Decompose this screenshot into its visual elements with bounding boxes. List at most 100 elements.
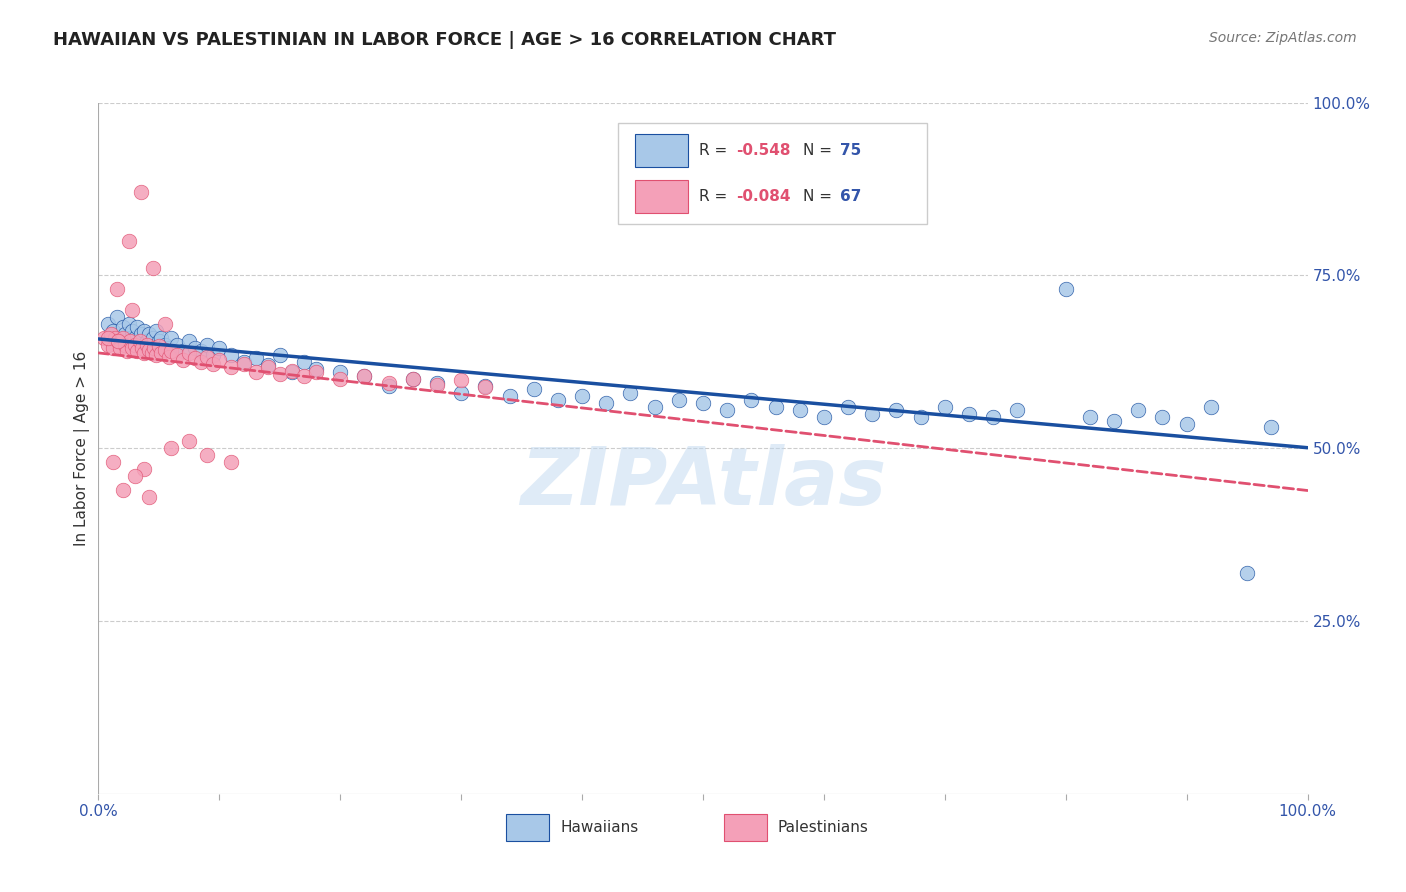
Point — [595, 396, 617, 410]
Point — [121, 303, 143, 318]
Point — [153, 337, 176, 351]
Text: ZIPAtlas: ZIPAtlas — [520, 444, 886, 522]
Text: Source: ZipAtlas.com: Source: ZipAtlas.com — [1209, 31, 1357, 45]
Point — [195, 350, 218, 364]
Point — [131, 341, 153, 355]
Text: Hawaiians: Hawaiians — [561, 820, 638, 835]
Point — [402, 372, 425, 386]
Point — [101, 455, 124, 469]
Point — [281, 364, 304, 378]
Point — [1007, 403, 1029, 417]
Point — [101, 324, 124, 338]
Point — [202, 357, 225, 371]
Point — [789, 403, 811, 417]
Point — [166, 348, 188, 362]
Point — [160, 331, 183, 345]
Point — [145, 324, 167, 338]
Point — [426, 376, 449, 390]
Point — [1175, 417, 1198, 431]
Point — [114, 337, 136, 351]
Point — [221, 348, 243, 362]
Point — [134, 462, 156, 476]
Point — [135, 337, 157, 351]
Point — [111, 320, 134, 334]
Point — [105, 310, 128, 324]
Point — [740, 392, 762, 407]
Point — [1128, 403, 1150, 417]
Point — [474, 380, 496, 394]
Text: R =: R = — [699, 143, 733, 158]
Point — [138, 490, 160, 504]
Text: R =: R = — [699, 189, 733, 204]
Point — [245, 365, 267, 379]
Point — [547, 392, 569, 407]
Point — [190, 355, 212, 369]
Point — [1102, 414, 1125, 428]
Point — [118, 234, 141, 248]
Point — [1260, 420, 1282, 434]
FancyBboxPatch shape — [619, 123, 927, 224]
FancyBboxPatch shape — [636, 134, 689, 167]
Point — [860, 407, 883, 421]
Point — [292, 355, 315, 369]
Text: 67: 67 — [839, 189, 860, 204]
Point — [184, 341, 207, 355]
Point — [160, 344, 183, 359]
Point — [93, 331, 115, 345]
Text: 75: 75 — [839, 143, 860, 158]
Point — [172, 344, 194, 359]
Point — [426, 377, 449, 392]
Point — [377, 379, 399, 393]
Point — [172, 352, 194, 367]
Point — [765, 400, 787, 414]
Point — [232, 355, 254, 369]
Point — [269, 348, 291, 362]
Point — [668, 392, 690, 407]
Point — [160, 442, 183, 455]
Point — [644, 400, 666, 414]
Point — [353, 368, 375, 383]
Point — [377, 376, 399, 390]
Point — [135, 334, 157, 348]
FancyBboxPatch shape — [636, 180, 689, 213]
Point — [202, 348, 225, 362]
Point — [107, 334, 129, 348]
Point — [498, 389, 520, 403]
Point — [195, 448, 218, 462]
Point — [134, 324, 156, 338]
Point — [184, 351, 207, 366]
Point — [256, 358, 278, 373]
Point — [179, 334, 201, 348]
Point — [118, 317, 141, 331]
Text: N =: N = — [803, 189, 837, 204]
Point — [111, 331, 134, 345]
Point — [190, 344, 212, 359]
Point — [128, 334, 150, 348]
Point — [127, 344, 149, 359]
Point — [221, 455, 243, 469]
FancyBboxPatch shape — [724, 814, 768, 841]
Point — [138, 343, 160, 357]
Text: Palestinians: Palestinians — [778, 820, 869, 835]
Point — [837, 400, 859, 414]
Point — [619, 386, 641, 401]
Point — [523, 383, 546, 397]
Point — [117, 344, 139, 359]
Point — [101, 341, 124, 355]
Point — [957, 407, 980, 421]
Point — [1152, 410, 1174, 425]
Point — [108, 341, 131, 355]
Point — [114, 327, 136, 342]
Point — [104, 331, 127, 345]
Point — [353, 368, 375, 383]
Point — [97, 317, 120, 331]
Point — [129, 186, 152, 200]
Text: -0.084: -0.084 — [735, 189, 790, 204]
Point — [450, 374, 472, 388]
Point — [981, 410, 1004, 425]
Point — [195, 337, 218, 351]
Point — [692, 396, 714, 410]
Point — [166, 337, 188, 351]
Point — [474, 379, 496, 393]
Point — [571, 389, 593, 403]
